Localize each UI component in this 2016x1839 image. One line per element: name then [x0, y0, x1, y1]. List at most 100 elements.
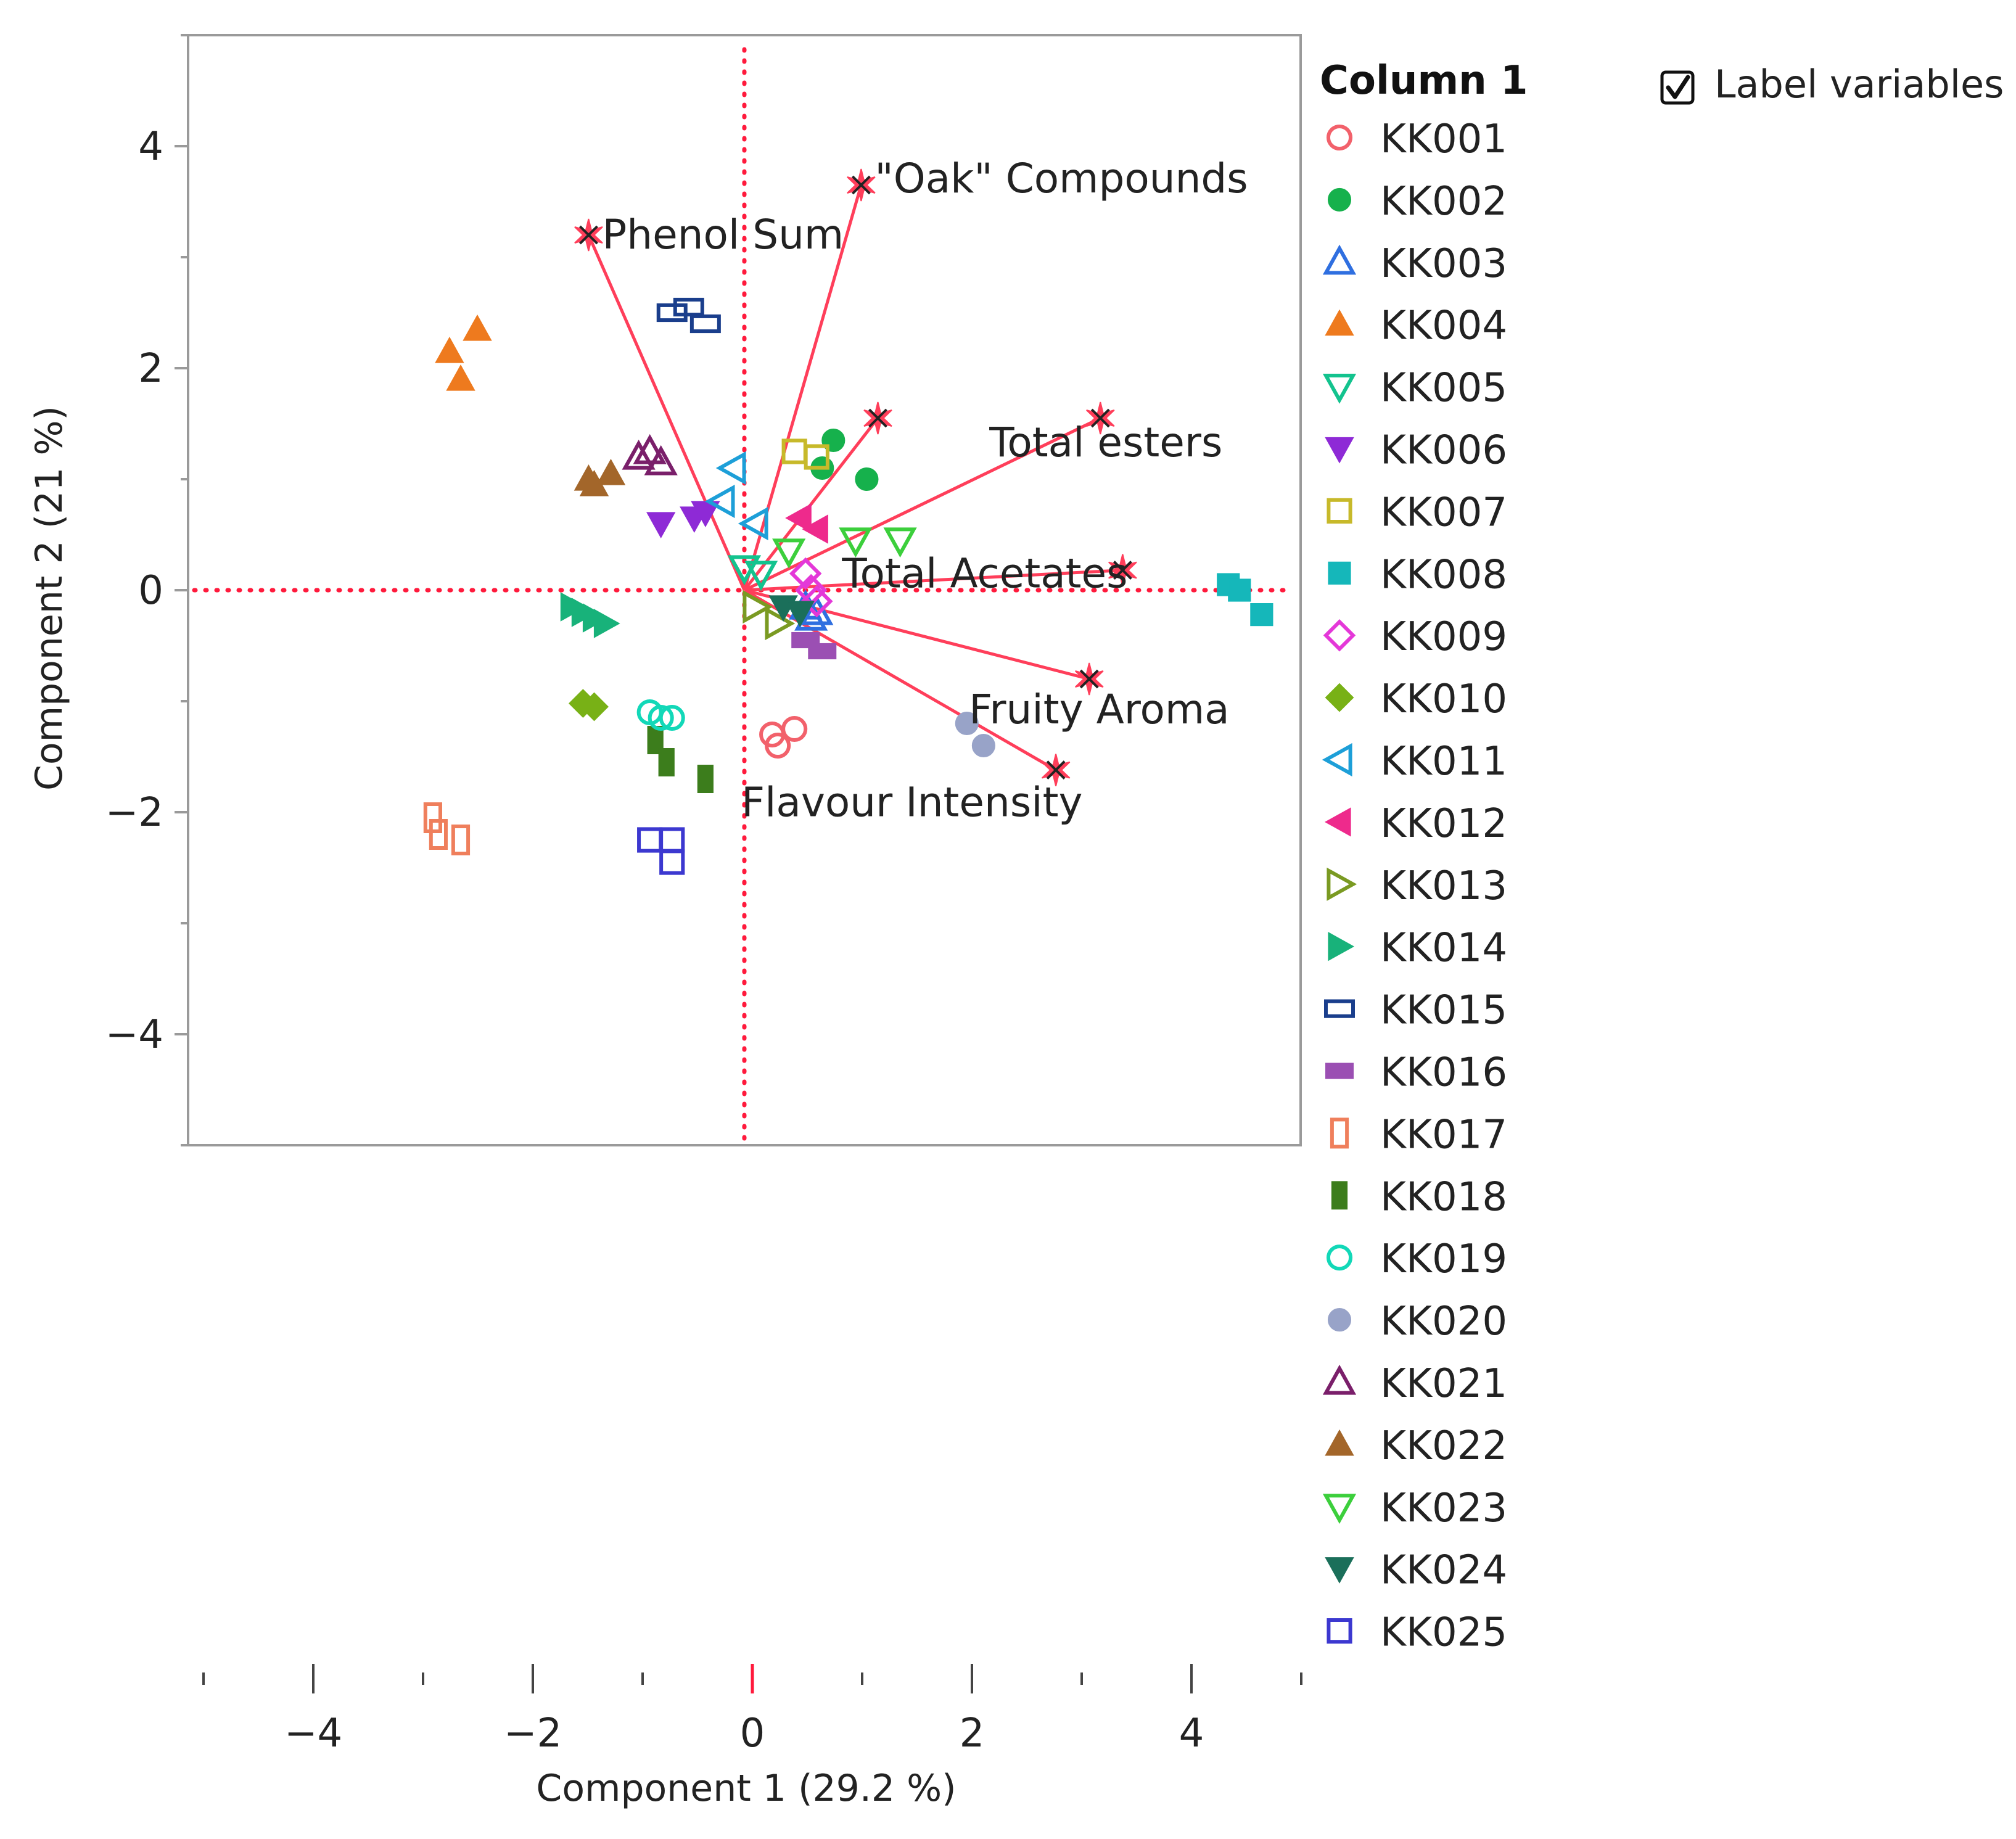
loading-cross — [1113, 561, 1132, 580]
series-kk021 — [622, 434, 678, 475]
series-kk013 — [743, 590, 796, 641]
series-kk011 — [704, 451, 768, 541]
legend-label: KK008 — [1380, 552, 1507, 598]
legend-item[interactable]: KK012 — [1324, 801, 1507, 847]
legend-item[interactable]: KK020 — [1327, 1299, 1507, 1344]
legend-item[interactable]: KK014 — [1328, 926, 1507, 971]
series-kk006 — [646, 501, 720, 539]
data-point — [648, 704, 674, 731]
data-point — [697, 765, 714, 793]
y-axis-title: Component 2 (21 %) — [28, 406, 71, 791]
x-axis-title: Component 1 (29.2 %) — [536, 1767, 956, 1810]
series-kk020 — [955, 711, 995, 758]
series-kk017 — [423, 802, 471, 855]
legend-item[interactable]: KK021 — [1322, 1361, 1507, 1407]
y-axis: −4 −2 0 2 4 — [105, 34, 188, 1146]
loading-vector — [743, 184, 863, 591]
loading-labels: "Oak" Compounds Phenol Sum Total esters Tot… — [602, 155, 1248, 826]
legend-item[interactable]: KK010 — [1325, 677, 1507, 722]
legend-item[interactable]: KK017 — [1330, 1112, 1507, 1158]
loading-label: Total esters — [989, 419, 1222, 466]
data-point — [463, 314, 492, 341]
legend-label: KK006 — [1380, 428, 1507, 474]
legend-item[interactable]: KK002 — [1327, 179, 1507, 224]
legend-item[interactable]: KK003 — [1322, 241, 1507, 287]
data-point — [800, 594, 834, 625]
legend-item[interactable]: KK005 — [1322, 366, 1507, 411]
legend-marker-icon — [1324, 999, 1355, 1018]
legend-label: KK016 — [1380, 1050, 1507, 1096]
legend-marker-icon — [1325, 1063, 1354, 1079]
x-tick-label: −4 — [284, 1711, 342, 1756]
data-point — [429, 819, 448, 850]
data-point — [1228, 578, 1251, 602]
legend-item[interactable]: KK004 — [1325, 303, 1507, 349]
data-point — [656, 303, 688, 323]
series-kk005 — [727, 555, 778, 591]
loading-star-icon — [1075, 662, 1104, 696]
series-kk014 — [560, 592, 620, 638]
legend-item[interactable]: KK025 — [1327, 1610, 1507, 1656]
series-kk007 — [781, 438, 829, 470]
y-tick-label: −4 — [105, 1012, 163, 1058]
loading-cross — [579, 225, 598, 245]
legend-label: KK009 — [1380, 614, 1507, 660]
x-tick-label: 4 — [1179, 1711, 1204, 1756]
legend-marker-icon — [1325, 309, 1354, 336]
legend-item[interactable]: KK016 — [1325, 1050, 1507, 1096]
legend-label: KK023 — [1380, 1486, 1507, 1531]
legend-marker-icon — [1327, 187, 1352, 212]
legend-label: KK010 — [1380, 677, 1507, 722]
data-point — [765, 606, 796, 641]
series-kk016 — [791, 632, 837, 660]
legend-label: KK024 — [1380, 1548, 1507, 1594]
legend-label: KK022 — [1380, 1423, 1507, 1469]
legend-item[interactable]: KK011 — [1322, 739, 1507, 784]
legend-label: KK005 — [1380, 366, 1507, 411]
data-points — [423, 297, 1273, 875]
legend-marker-icon — [1323, 619, 1356, 652]
legend-item[interactable]: KK015 — [1324, 988, 1507, 1034]
data-point — [800, 585, 833, 618]
legend-label: KK014 — [1380, 926, 1507, 971]
legend-marker-icon — [1322, 244, 1357, 275]
loading-star-icon — [574, 218, 603, 252]
legend-item[interactable]: KK008 — [1328, 552, 1507, 598]
legend-marker-icon — [1331, 1181, 1348, 1210]
x-tick-label: 0 — [740, 1711, 765, 1756]
loading-label: Fruity Aroma — [969, 686, 1229, 733]
data-point — [704, 484, 735, 519]
legend-label: KK004 — [1380, 303, 1507, 349]
legend-item[interactable]: KK007 — [1327, 490, 1507, 535]
legend-item[interactable]: KK001 — [1326, 117, 1507, 162]
label-variables-checkbox[interactable]: Label variables — [1660, 62, 2004, 107]
legend-item[interactable]: KK024 — [1325, 1548, 1507, 1594]
legend-marker-icon — [1322, 1364, 1357, 1395]
y-tick-label: −2 — [105, 790, 163, 836]
legend-marker-icon — [1326, 1245, 1353, 1271]
legend-item[interactable]: KK022 — [1325, 1423, 1507, 1469]
loading-star-icon — [1041, 754, 1071, 786]
loading-label: "Oak" Compounds — [874, 155, 1248, 202]
data-point — [883, 527, 917, 558]
legend-title: Column 1 — [1320, 58, 1528, 104]
loading-star-icon — [1086, 401, 1115, 435]
series-kk015 — [656, 297, 721, 334]
data-point — [804, 444, 829, 470]
legend-label: KK019 — [1380, 1236, 1507, 1282]
legend-item[interactable]: KK009 — [1323, 614, 1507, 660]
loading-label: Total Acetates — [841, 550, 1127, 598]
data-point — [633, 434, 667, 464]
legend-marker-icon — [1322, 1494, 1357, 1524]
legend-marker-icon — [1327, 867, 1357, 901]
legend-label: KK003 — [1380, 241, 1507, 287]
label-variables-label[interactable]: Label variables — [1714, 62, 2004, 107]
data-point — [971, 733, 995, 758]
legend-item[interactable]: KK006 — [1325, 428, 1507, 474]
legend-label: KK012 — [1380, 801, 1507, 847]
legend-item[interactable]: KK019 — [1326, 1236, 1507, 1282]
legend-item[interactable]: KK018 — [1331, 1174, 1507, 1220]
legend-item[interactable]: KK023 — [1322, 1486, 1507, 1531]
legend-item[interactable]: KK013 — [1327, 863, 1507, 909]
data-point — [596, 458, 626, 485]
